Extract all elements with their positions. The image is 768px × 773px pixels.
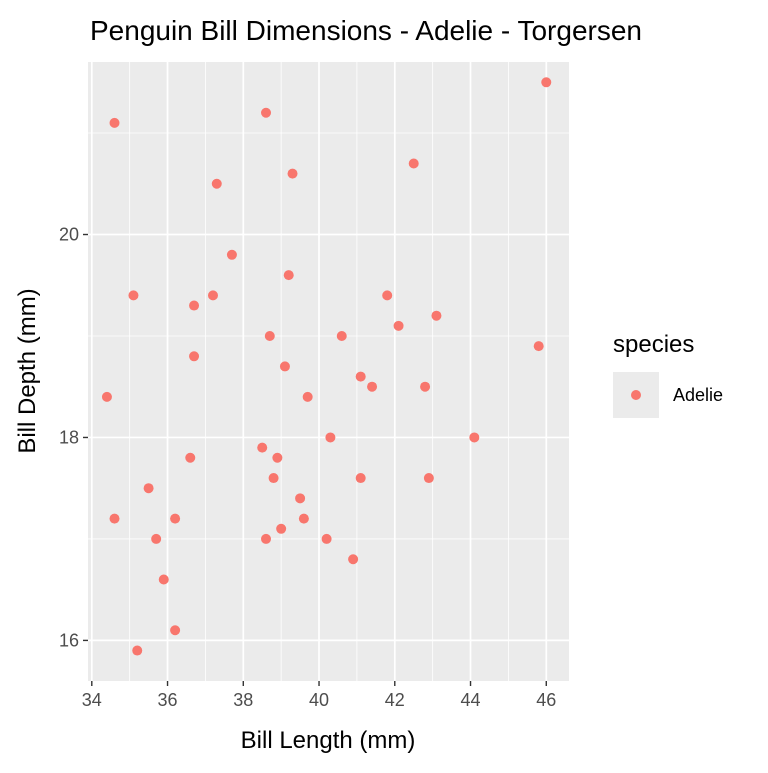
legend-label: Adelie: [673, 385, 723, 405]
x-tick-label: 42: [385, 690, 405, 710]
data-point: [207, 290, 218, 301]
x-tick-label: 38: [233, 690, 253, 710]
data-point: [132, 645, 143, 656]
data-point: [211, 178, 222, 189]
data-point: [469, 432, 480, 443]
y-tick-label: 18: [59, 427, 79, 447]
data-point: [348, 554, 359, 565]
data-point: [143, 483, 154, 494]
data-point: [336, 330, 347, 341]
data-point: [185, 452, 196, 463]
data-point: [533, 341, 544, 352]
data-point: [355, 473, 366, 484]
data-point: [261, 107, 272, 118]
data-point: [355, 371, 366, 382]
data-point: [268, 473, 279, 484]
data-point: [261, 533, 272, 544]
x-tick-label: 46: [536, 690, 556, 710]
data-point: [325, 432, 336, 443]
data-point: [226, 249, 237, 260]
legend: species Adelie: [613, 331, 723, 418]
data-point: [382, 290, 393, 301]
plot-panel: [88, 62, 569, 681]
data-point: [189, 300, 200, 311]
data-point: [276, 523, 287, 534]
y-axis: 16 18 20: [59, 225, 88, 650]
data-point: [420, 381, 431, 392]
chart-title: Penguin Bill Dimensions - Adelie - Torge…: [90, 15, 642, 46]
y-tick-label: 20: [59, 225, 79, 245]
data-point: [367, 381, 378, 392]
data-point: [189, 351, 200, 362]
data-point: [272, 452, 283, 463]
x-tick-label: 40: [309, 690, 329, 710]
data-point: [257, 442, 268, 453]
x-tick-label: 36: [158, 690, 178, 710]
data-point: [101, 391, 112, 402]
data-point: [393, 320, 404, 331]
x-tick-label: 44: [461, 690, 481, 710]
x-tick-label: 34: [82, 690, 102, 710]
data-point: [279, 361, 290, 372]
data-point: [109, 513, 120, 524]
data-point: [295, 493, 306, 504]
data-point: [298, 513, 309, 524]
data-point: [431, 310, 442, 321]
data-point: [170, 513, 181, 524]
legend-key-point: [631, 390, 641, 400]
data-point: [128, 290, 139, 301]
data-point: [151, 533, 162, 544]
data-points: [101, 77, 552, 656]
data-point: [170, 625, 181, 636]
y-tick-label: 16: [59, 630, 79, 650]
data-point: [321, 533, 332, 544]
data-point: [287, 168, 298, 179]
data-point: [109, 117, 120, 128]
data-point: [302, 391, 313, 402]
data-point: [283, 270, 294, 281]
legend-title: species: [613, 331, 694, 358]
y-axis-title: Bill Depth (mm): [14, 288, 41, 453]
data-point: [264, 330, 275, 341]
x-axis-title: Bill Length (mm): [241, 727, 416, 754]
data-point: [408, 158, 419, 169]
x-axis: 34 36 38 40 42 44 46: [82, 681, 556, 710]
data-point: [423, 473, 434, 484]
data-point: [158, 574, 169, 585]
data-point: [541, 77, 552, 88]
